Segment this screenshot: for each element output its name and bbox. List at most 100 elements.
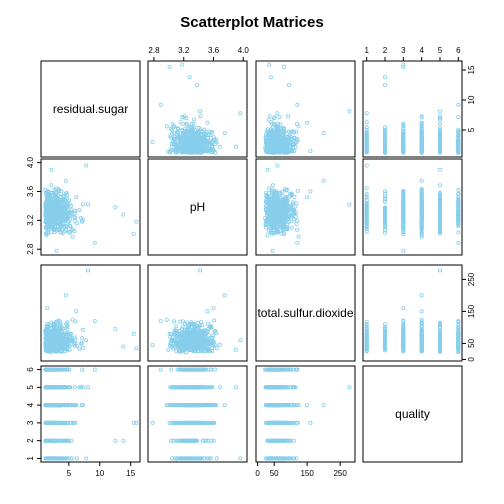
data-point <box>165 125 168 128</box>
data-point <box>402 249 405 252</box>
data-point <box>55 249 58 252</box>
data-point <box>151 343 154 346</box>
data-point <box>213 319 216 322</box>
data-point <box>266 168 269 171</box>
data-point <box>234 145 237 148</box>
data-point <box>287 83 290 86</box>
data-point <box>223 131 226 134</box>
data-point <box>188 76 191 79</box>
data-point <box>78 347 81 350</box>
panel-points-2-0 <box>44 269 138 354</box>
data-point <box>199 115 202 118</box>
data-point <box>181 63 184 66</box>
data-point <box>295 228 298 231</box>
data-point <box>206 310 209 313</box>
data-point <box>159 319 162 322</box>
data-point <box>365 121 368 124</box>
data-point <box>457 188 460 191</box>
data-point <box>167 348 170 351</box>
data-point <box>75 196 78 199</box>
data-point <box>114 327 117 330</box>
panel-points-0-2 <box>264 63 352 154</box>
data-point <box>122 213 125 216</box>
data-point <box>438 184 441 187</box>
data-point <box>234 348 237 351</box>
data-point <box>122 345 125 348</box>
data-point <box>200 320 203 323</box>
data-point <box>182 122 185 125</box>
panel-1-3 <box>363 159 462 255</box>
data-point <box>46 307 49 310</box>
data-point <box>81 346 84 349</box>
data-point <box>190 123 193 126</box>
data-point <box>74 219 77 222</box>
data-point <box>71 318 74 321</box>
data-point <box>85 339 88 342</box>
data-point <box>50 184 53 187</box>
data-point <box>322 131 325 134</box>
data-point <box>278 116 281 119</box>
data-point <box>75 310 78 313</box>
data-point <box>276 112 279 115</box>
data-point <box>206 121 209 124</box>
data-point <box>151 140 154 143</box>
data-point <box>297 235 300 238</box>
data-point <box>271 249 274 252</box>
data-point <box>267 187 270 190</box>
data-point <box>309 190 312 193</box>
data-point <box>93 241 96 244</box>
panel-points-0-1 <box>151 63 242 154</box>
data-point <box>199 269 202 272</box>
data-point <box>383 83 386 86</box>
data-point <box>267 118 270 121</box>
data-point <box>365 164 368 167</box>
panel-0-3 <box>363 61 462 157</box>
data-point <box>193 118 196 121</box>
data-point <box>348 203 351 206</box>
data-point <box>287 115 290 118</box>
data-point <box>290 226 293 229</box>
data-point <box>196 321 199 324</box>
data-point <box>199 110 202 113</box>
data-point <box>135 347 138 350</box>
data-point <box>172 320 175 323</box>
data-point <box>457 241 460 244</box>
variable-label-pH: pH <box>190 200 205 214</box>
data-point <box>296 103 299 106</box>
data-point <box>168 65 171 68</box>
data-point <box>64 294 67 297</box>
data-point <box>269 76 272 79</box>
data-point <box>50 168 53 171</box>
data-point <box>165 318 168 321</box>
panels-group: residual.sugarpHtotal.sulfur.dioxidequal… <box>26 46 476 478</box>
data-point <box>293 195 296 198</box>
data-point <box>438 168 441 171</box>
data-point <box>265 191 268 194</box>
data-point <box>365 112 368 115</box>
data-point <box>196 83 199 86</box>
data-point <box>438 110 441 113</box>
data-point <box>438 123 441 126</box>
data-point <box>85 164 88 167</box>
data-point <box>212 307 215 310</box>
data-point <box>268 63 271 66</box>
data-point <box>81 203 84 206</box>
data-point <box>457 116 460 119</box>
data-point <box>297 125 300 128</box>
data-point <box>239 339 242 342</box>
data-point <box>215 347 218 350</box>
panel-points-0-3 <box>365 63 460 154</box>
data-point <box>81 328 84 331</box>
data-point <box>383 76 386 79</box>
data-point <box>322 179 325 182</box>
data-point <box>86 269 89 272</box>
data-point <box>420 179 423 182</box>
data-point <box>132 233 135 236</box>
data-point <box>64 179 67 182</box>
data-point <box>206 322 209 325</box>
data-point <box>78 209 81 212</box>
data-point <box>239 112 242 115</box>
data-point <box>114 206 117 209</box>
data-point <box>71 235 74 238</box>
data-point <box>223 294 226 297</box>
